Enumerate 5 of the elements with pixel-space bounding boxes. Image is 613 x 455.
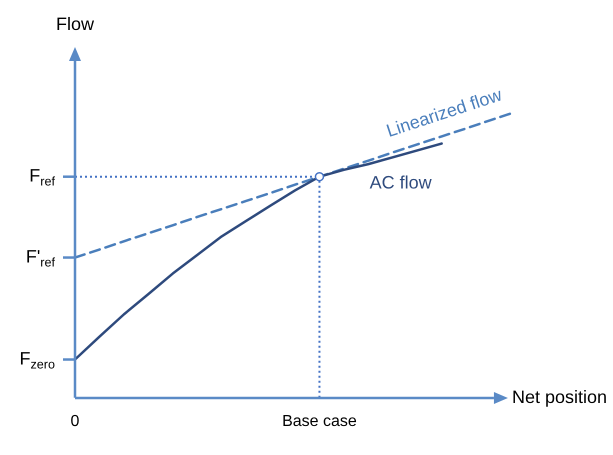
series-label: AC flow — [370, 172, 433, 193]
y-axis-title: Flow — [56, 14, 96, 34]
x-tick-label: Base case — [282, 412, 357, 430]
x-tick-label: 0 — [70, 412, 80, 430]
x-axis-title: Net position — [512, 386, 608, 407]
